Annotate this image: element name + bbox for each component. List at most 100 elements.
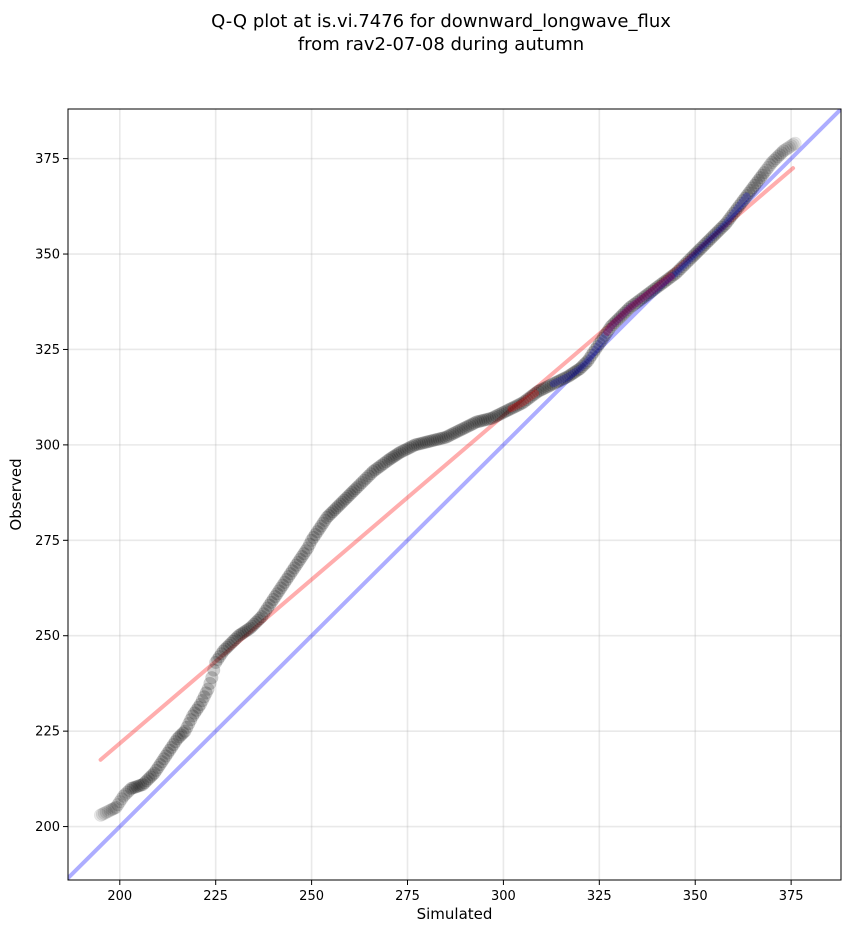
quantile-point	[404, 440, 418, 454]
quantile-point	[94, 808, 108, 822]
quantile-point	[748, 178, 762, 192]
quantile-point	[615, 308, 629, 322]
quantile-point	[293, 552, 307, 566]
quantile-point	[218, 642, 232, 656]
quantile-point	[186, 709, 200, 723]
quantile-point	[251, 613, 265, 628]
quantile-point	[247, 617, 261, 631]
quantile-point	[696, 239, 710, 254]
quantile-point	[507, 400, 521, 414]
quantile-point	[189, 703, 204, 717]
quantile-point	[609, 314, 624, 328]
red-highlight-segment	[507, 389, 540, 413]
quantile-point	[383, 452, 397, 466]
quantile-point	[375, 458, 389, 472]
quantile-point	[463, 418, 477, 432]
quantile-point	[629, 295, 644, 310]
blue-highlight-segment	[549, 192, 751, 388]
overlay-layer	[507, 192, 751, 413]
quantile-point	[245, 619, 259, 633]
quantile-point	[122, 783, 136, 797]
quantile-point	[370, 461, 384, 475]
quantile-point	[613, 310, 628, 324]
quantile-point	[132, 779, 146, 793]
quantile-point	[211, 652, 225, 667]
y-tick-label: 300	[35, 438, 60, 453]
quantile-point	[115, 792, 129, 806]
quantile-point	[734, 196, 748, 210]
quantile-point	[746, 181, 760, 195]
quantile-point	[355, 475, 369, 490]
quantile-point	[387, 449, 401, 463]
quantile-point	[592, 337, 606, 351]
quantile-point	[656, 276, 670, 290]
quantile-point	[153, 757, 167, 772]
quantile-point	[191, 700, 206, 714]
quantile-point	[434, 431, 449, 445]
quantile-point	[522, 391, 536, 405]
quantile-point	[359, 471, 374, 485]
quantile-point	[111, 798, 125, 812]
quantile-point	[335, 495, 349, 509]
quantile-point	[784, 139, 798, 153]
quantile-point	[306, 530, 321, 545]
quantile-point	[423, 434, 438, 448]
quantile-point	[222, 638, 236, 652]
quantile-point	[368, 463, 382, 477]
quantile-point	[347, 484, 361, 498]
quantile-point	[234, 627, 248, 642]
quantile-point	[751, 173, 766, 187]
quantile-point	[249, 615, 263, 629]
quantile-point	[99, 805, 113, 819]
quantile-point	[314, 519, 328, 533]
chart-title-line-2: from rav2-07-08 during autumn	[298, 34, 584, 55]
quantile-point	[130, 779, 144, 794]
quantile-point	[295, 549, 309, 564]
quantile-point	[364, 467, 378, 481]
quantile-point	[178, 724, 192, 738]
x-tick-label: 325	[587, 889, 612, 904]
quantile-point	[602, 322, 616, 337]
x-tick-label: 275	[395, 889, 420, 904]
quantile-point	[583, 351, 597, 365]
quantile-point	[617, 306, 631, 320]
quantile-point	[721, 214, 735, 228]
quantile-point	[377, 456, 391, 471]
quantile-point	[450, 425, 464, 439]
quantile-point	[524, 389, 538, 403]
quantile-point	[174, 728, 188, 742]
quantile-point	[465, 417, 479, 431]
quantile-point	[647, 282, 661, 297]
quantile-point	[643, 286, 657, 300]
quantile-point	[145, 768, 159, 782]
quantile-point	[744, 183, 758, 198]
quantile-point	[274, 581, 288, 595]
quantile-point	[140, 774, 154, 788]
quantile-point	[548, 376, 563, 390]
quantile-point	[389, 448, 403, 462]
quantile-point	[634, 292, 648, 306]
quantile-point	[270, 587, 284, 601]
quantile-point	[454, 423, 468, 437]
quantile-point	[385, 451, 399, 465]
x-tick-label: 250	[299, 889, 324, 904]
quantile-point	[316, 516, 330, 530]
chart-title-line-1: Q-Q plot at is.vi.7476 for downward_long…	[211, 11, 671, 32]
quantile-point	[264, 595, 278, 609]
quantile-point	[736, 194, 750, 208]
quantile-point	[305, 533, 319, 547]
tick-layer: 200 225 250 275 300 325 350 375 200 225 250 275 300 3…	[35, 152, 803, 904]
quantile-point	[676, 259, 690, 274]
quantile-point	[235, 626, 250, 640]
quantile-point	[555, 372, 569, 387]
quantile-point	[763, 158, 777, 172]
quantile-point	[640, 287, 655, 301]
quantile-point	[199, 686, 213, 700]
quantile-point	[702, 234, 716, 248]
quantile-point	[184, 713, 198, 727]
quantile-point	[608, 316, 622, 330]
quantile-point	[726, 206, 741, 220]
quantile-point	[604, 319, 618, 334]
quantile-point	[575, 360, 589, 374]
